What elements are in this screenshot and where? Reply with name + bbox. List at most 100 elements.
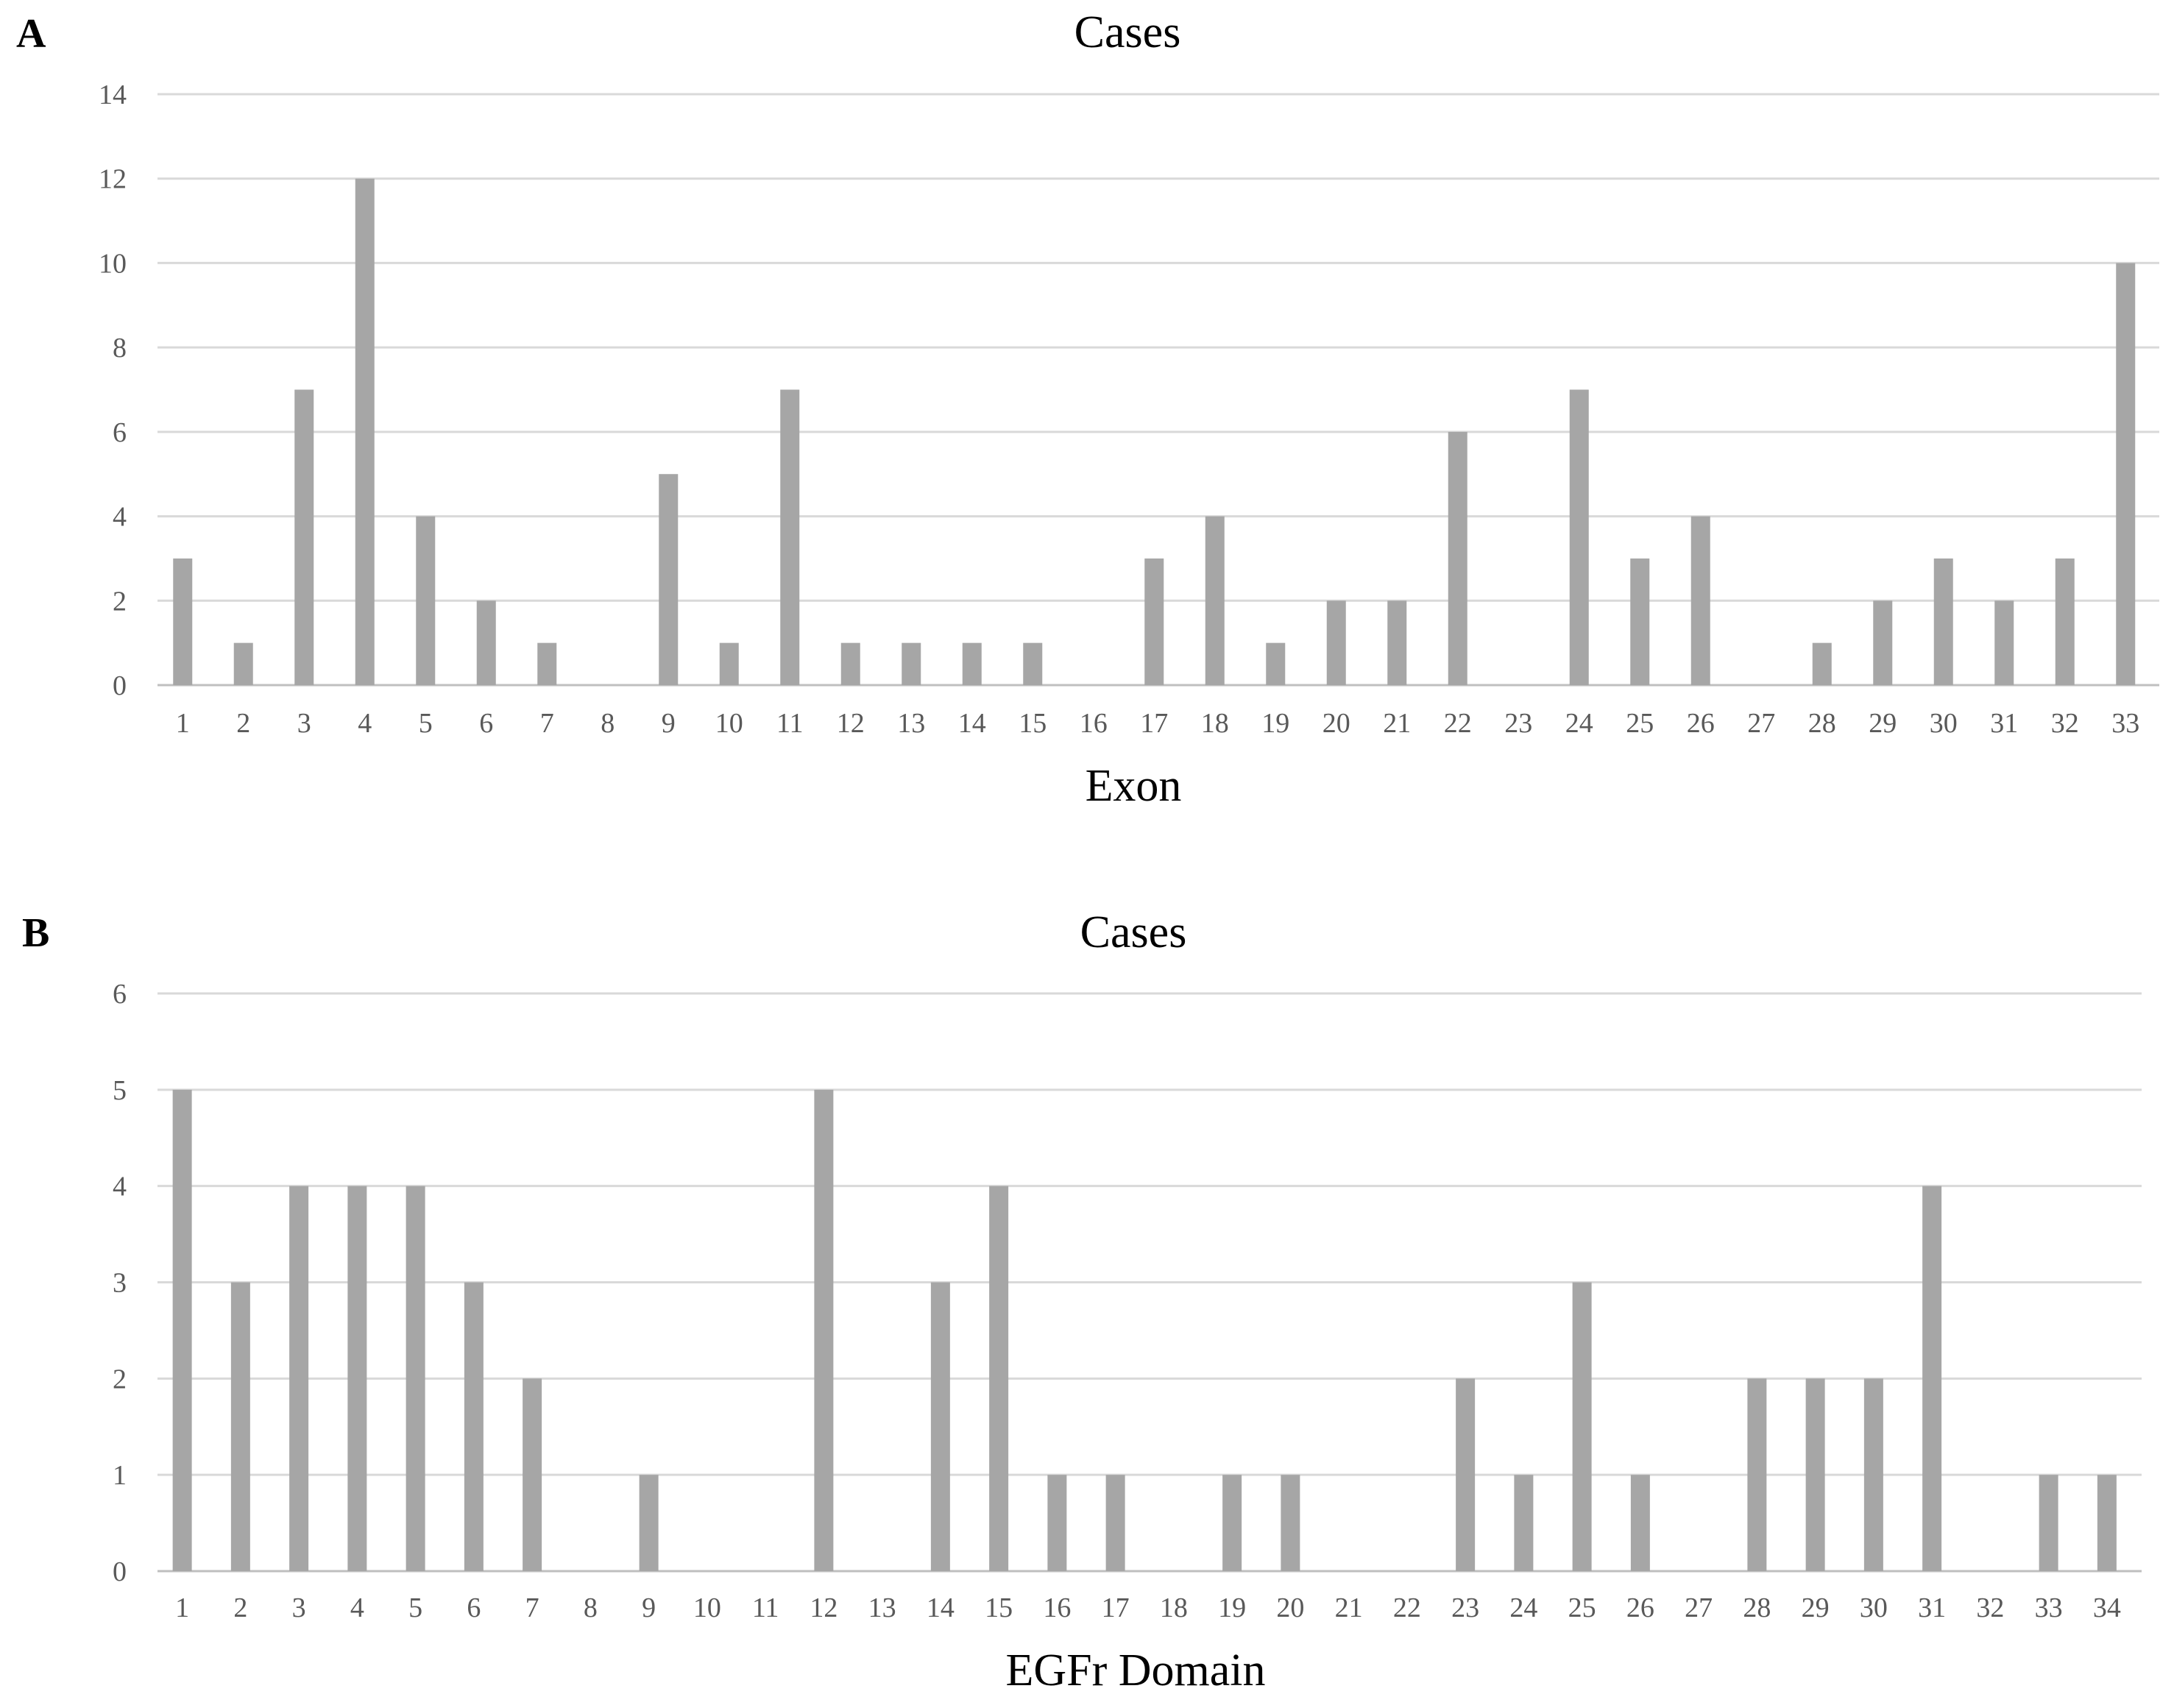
panel-b-x-tick-label: 22 [1393,1592,1421,1623]
panel-a-x-tick-label: 19 [1261,708,1289,739]
panel-a-x-tick-label: 3 [297,708,311,739]
panel-a-bar-3 [294,389,314,685]
panel-a-x-tick-label: 15 [1019,708,1047,739]
panel-a-y-tick-label: 8 [113,333,127,364]
panel-a-bar-28 [1812,642,1832,685]
panel-b-x-tick-label: 8 [584,1592,598,1623]
panel-b-x-tick-label: 20 [1276,1592,1304,1623]
panel-a-x-tick-label: 6 [479,708,493,739]
panel-b-bar-1 [172,1089,192,1571]
panel-a-x-tick-label: 28 [1808,708,1836,739]
panel-a-bar-21 [1387,600,1407,685]
panel-a-y-tick-label: 4 [113,502,127,533]
panel-b-x-tick-label: 11 [752,1592,779,1623]
panel-b-bar-9 [639,1475,659,1571]
panel-a-x-tick-label: 20 [1323,708,1350,739]
panel-a-x-tick-label: 9 [662,708,676,739]
panel-b-x-tick-label: 27 [1685,1592,1713,1623]
panel-a-bar-18 [1205,516,1225,685]
panel-b-bar-7 [523,1378,542,1571]
panel-b-x-tick-label: 7 [525,1592,539,1623]
panel-b-bar-34 [2097,1475,2117,1571]
panel-a-x-tick-label: 8 [601,708,615,739]
panel-a-bar-32 [2055,558,2075,685]
panel-b-x-tick-label: 14 [927,1592,955,1623]
panel-b-x-tick-label: 23 [1451,1592,1479,1623]
panel-a-x-tick-label: 32 [2051,708,2079,739]
panel-a-x-tick-label: 24 [1565,708,1593,739]
panel-a-x-tick-label: 18 [1201,708,1229,739]
panel-b-x-tick-label: 32 [1976,1592,2004,1623]
panel-b-bar-30 [1863,1378,1883,1571]
panel-b-bar-4 [347,1186,367,1571]
panel-a-bar-10 [719,642,739,685]
panel-a-bar-22 [1448,431,1467,685]
panel-a-x-tick-label: 30 [1930,708,1958,739]
panel-b-bar-2 [230,1282,250,1571]
panel-b-bar-33 [2039,1475,2058,1571]
panel-a-bar-20 [1326,600,1346,685]
panel-b-x-tick-label: 15 [985,1592,1013,1623]
panel-b-title: Cases [1080,907,1187,957]
panel-b-x-tick-label: 13 [868,1592,896,1623]
panel-b-x-tick-label: 9 [642,1592,656,1623]
panel-b-y-tick-label: 0 [113,1556,127,1587]
panel-a-x-tick-label: 2 [236,708,250,739]
panel-b-y-tick-label: 4 [113,1172,127,1202]
panel-b-x-tick-label: 10 [693,1592,721,1623]
panel-a-x-tick-label: 29 [1869,708,1897,739]
panel-a-bar-12 [840,642,860,685]
panel-a-y-tick-label: 0 [113,670,127,701]
panel-a-bar-5 [416,516,436,685]
panel-a-bar-19 [1266,642,1286,685]
panel-a-x-tick-label: 33 [2111,708,2139,739]
panel-b-bar-29 [1805,1378,1825,1571]
panel-b-x-tick-label: 33 [2035,1592,2063,1623]
panel-a-y-tick-label: 6 [113,417,127,448]
panel-a-letter: A [16,11,46,57]
panel-b-x-tick-label: 26 [1626,1592,1654,1623]
panel-b-bar-23 [1456,1378,1476,1571]
panel-a-bar-29 [1873,600,1893,685]
panel-b-x-tick-label: 29 [1802,1592,1830,1623]
panel-a-x-tick-label: 27 [1747,708,1775,739]
panel-b-y-tick-label: 1 [113,1460,127,1491]
panel-b-x-tick-label: 31 [1918,1592,1946,1623]
panel-a-x-tick-label: 12 [837,708,865,739]
panel-b-y-tick-label: 3 [113,1268,127,1299]
panel-b-bar-6 [464,1282,484,1571]
panel-a-bar-14 [962,642,982,685]
panel-a-y-tick-label: 10 [99,248,127,279]
panel-b-bar-5 [406,1186,425,1571]
panel-a-y-tick-label: 14 [99,79,127,110]
panel-a-x-tick-label: 16 [1080,708,1108,739]
panel-b-x-tick-label: 4 [350,1592,364,1623]
panel-b-x-tick-label: 28 [1743,1592,1771,1623]
panel-a-x-tick-label: 4 [358,708,372,739]
panel-b-x-tick-label: 19 [1218,1592,1246,1623]
panel-a-bar-4 [355,178,375,685]
panel-a-bar-26 [1690,516,1710,685]
panel-b-bar-14 [930,1282,950,1571]
panel-a-y-tick-label: 12 [99,164,127,195]
panel-a-bar-30 [1933,558,1953,685]
panel-b-bar-24 [1514,1475,1534,1571]
panel-a-bar-17 [1144,558,1164,685]
panel-b-x-tick-label: 5 [408,1592,422,1623]
panel-b-bar-19 [1222,1475,1242,1571]
panel-b-x-tick-label: 1 [175,1592,189,1623]
panel-a-x-tick-label: 11 [776,708,804,739]
panel-a-x-tick-label: 14 [958,708,986,739]
panel-b-bar-15 [989,1186,1009,1571]
panel-b-bar-25 [1572,1282,1592,1571]
panel-a-x-tick-label: 10 [715,708,743,739]
panel-a-x-tick-label: 26 [1687,708,1715,739]
panel-a-x-tick-label: 23 [1504,708,1532,739]
panel-a-bar-6 [476,600,496,685]
panel-a-bar-11 [780,389,800,685]
panel-a-y-tick-label: 2 [113,586,127,617]
